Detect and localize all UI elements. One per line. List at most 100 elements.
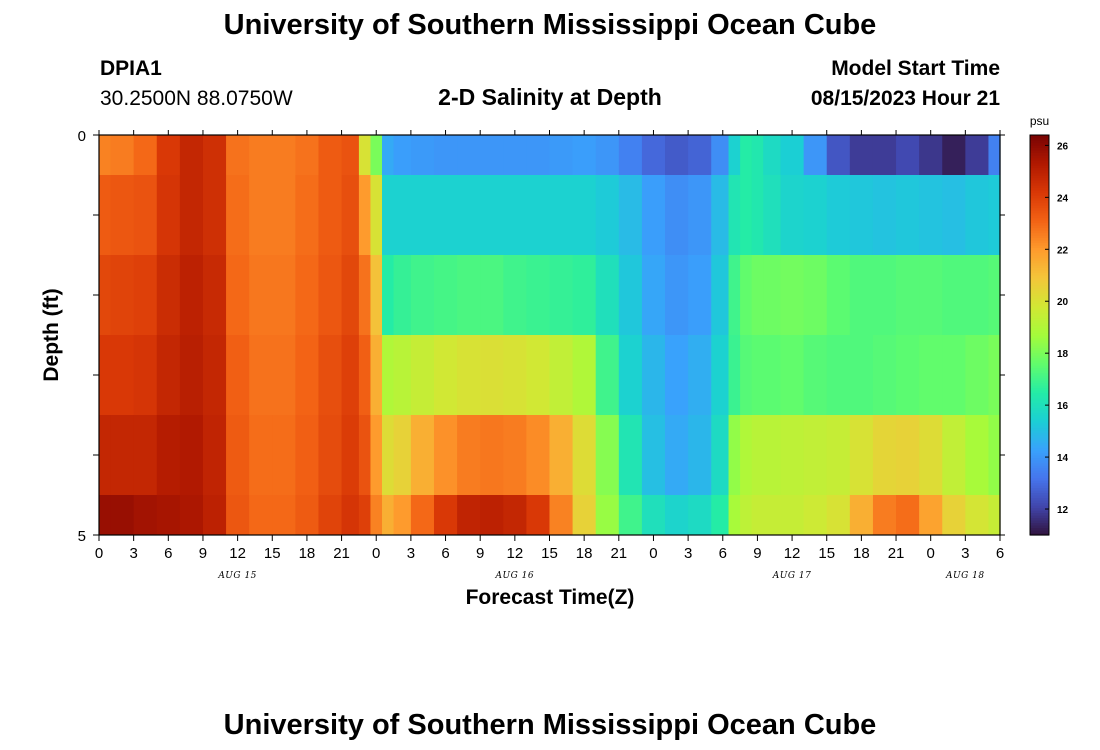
- heatmap-cell: [618, 495, 643, 535]
- heatmap-cell: [595, 335, 620, 415]
- heatmap-cell: [942, 495, 966, 535]
- heatmap-cell: [179, 335, 204, 415]
- heatmap-cell: [618, 175, 643, 255]
- y-tick-label: 5: [78, 528, 86, 545]
- colorbar-segment: [1030, 275, 1049, 279]
- heatmap-cell: [202, 135, 227, 175]
- heatmap-cell: [780, 415, 805, 495]
- colorbar-segment: [1030, 167, 1049, 171]
- heatmap-cell: [370, 135, 383, 175]
- colorbar-segment: [1030, 247, 1049, 251]
- heatmap-cell: [226, 255, 250, 335]
- heatmap-cell: [988, 255, 1001, 335]
- colorbar-segment: [1030, 477, 1049, 481]
- heatmap-cell: [849, 415, 874, 495]
- colorbar-tick-label: 20: [1057, 297, 1069, 308]
- heatmap-cell: [572, 415, 597, 495]
- colorbar-segment: [1030, 387, 1049, 391]
- x-tick-label: 9: [753, 545, 761, 562]
- heatmap-cell: [358, 415, 372, 495]
- heatmap-cell: [919, 415, 943, 495]
- heatmap-cell: [156, 495, 181, 535]
- colorbar-segment: [1030, 400, 1049, 404]
- heatmap-cell: [872, 495, 897, 535]
- heatmap-cell: [751, 135, 764, 175]
- footer-title: University of Southern Mississippi Ocean…: [223, 709, 877, 741]
- colorbar-segment: [1030, 285, 1049, 289]
- heatmap-cell: [711, 255, 730, 335]
- y-tick-label: 0: [78, 128, 86, 145]
- colorbar-segment: [1030, 415, 1049, 419]
- heatmap-cell: [763, 135, 782, 175]
- colorbar-segment: [1030, 197, 1049, 201]
- colorbar-segment: [1030, 417, 1049, 421]
- heatmap-cell: [595, 135, 620, 175]
- heatmap-cell: [295, 135, 320, 175]
- heatmap-cell: [503, 415, 527, 495]
- heatmap-cell: [728, 135, 741, 175]
- colorbar-segment: [1030, 455, 1049, 459]
- colorbar-segment: [1030, 225, 1049, 229]
- heatmap-cell: [763, 255, 782, 335]
- heatmap-cell: [641, 255, 666, 335]
- colorbar-tick-label: 22: [1057, 245, 1069, 256]
- heatmap-cell: [433, 415, 458, 495]
- heatmap-cell: [965, 255, 990, 335]
- heatmap-cell: [179, 495, 204, 535]
- colorbar-segment: [1030, 292, 1049, 296]
- heatmap-cell: [896, 415, 920, 495]
- colorbar-segment: [1030, 412, 1049, 416]
- heatmap-cell: [919, 255, 943, 335]
- heatmap-cell: [641, 175, 666, 255]
- heatmap-cell: [393, 335, 412, 415]
- heatmap-cell: [665, 335, 689, 415]
- heatmap-cell: [410, 255, 435, 335]
- colorbar-segment: [1030, 155, 1049, 159]
- colorbar-segment: [1030, 195, 1049, 199]
- heatmap-cell: [942, 135, 966, 175]
- heatmap-cell: [526, 135, 551, 175]
- colorbar-segment: [1030, 352, 1049, 356]
- colorbar-segment: [1030, 420, 1049, 424]
- colorbar-segment: [1030, 262, 1049, 266]
- colorbar-segment: [1030, 252, 1049, 256]
- colorbar-segment: [1030, 467, 1049, 471]
- heatmap-cell: [503, 255, 527, 335]
- heatmap-cell: [988, 335, 1001, 415]
- heatmap-cell: [202, 175, 227, 255]
- heatmap-cell: [919, 495, 943, 535]
- colorbar-segment: [1030, 355, 1049, 359]
- colorbar-frame: [1029, 134, 1050, 536]
- heatmap-cell: [99, 335, 112, 415]
- heatmap-cell: [763, 415, 782, 495]
- heatmap-cell: [942, 335, 966, 415]
- heatmap-cell: [226, 135, 250, 175]
- heatmap-cell: [341, 415, 360, 495]
- colorbar-segment: [1030, 350, 1049, 354]
- heatmap-cell: [763, 335, 782, 415]
- heatmap-cell: [526, 335, 551, 415]
- heatmap-cell: [919, 335, 943, 415]
- colorbar-segment: [1030, 170, 1049, 174]
- heatmap-cell: [272, 135, 296, 175]
- heatmap-cell: [503, 495, 527, 535]
- heatmap-cell: [549, 255, 574, 335]
- heatmap-cell: [358, 255, 372, 335]
- heatmap-cell: [688, 255, 712, 335]
- heatmap-cell: [751, 495, 764, 535]
- heatmap-cell: [740, 175, 753, 255]
- colorbar-segment: [1030, 175, 1049, 179]
- heatmap-cell: [740, 495, 753, 535]
- heatmap-cell: [919, 135, 943, 175]
- x-tick-label: 15: [541, 545, 558, 562]
- heatmap-cell: [549, 415, 574, 495]
- heatmap-cell: [503, 135, 527, 175]
- colorbar-segment: [1030, 282, 1049, 286]
- heatmap-cell: [318, 335, 343, 415]
- heatmap-cell: [618, 335, 643, 415]
- heatmap-cell: [780, 495, 805, 535]
- heatmap-cell: [382, 495, 395, 535]
- colorbar-segment: [1030, 327, 1049, 331]
- heatmap-cell: [965, 135, 990, 175]
- heatmap-cell: [826, 135, 851, 175]
